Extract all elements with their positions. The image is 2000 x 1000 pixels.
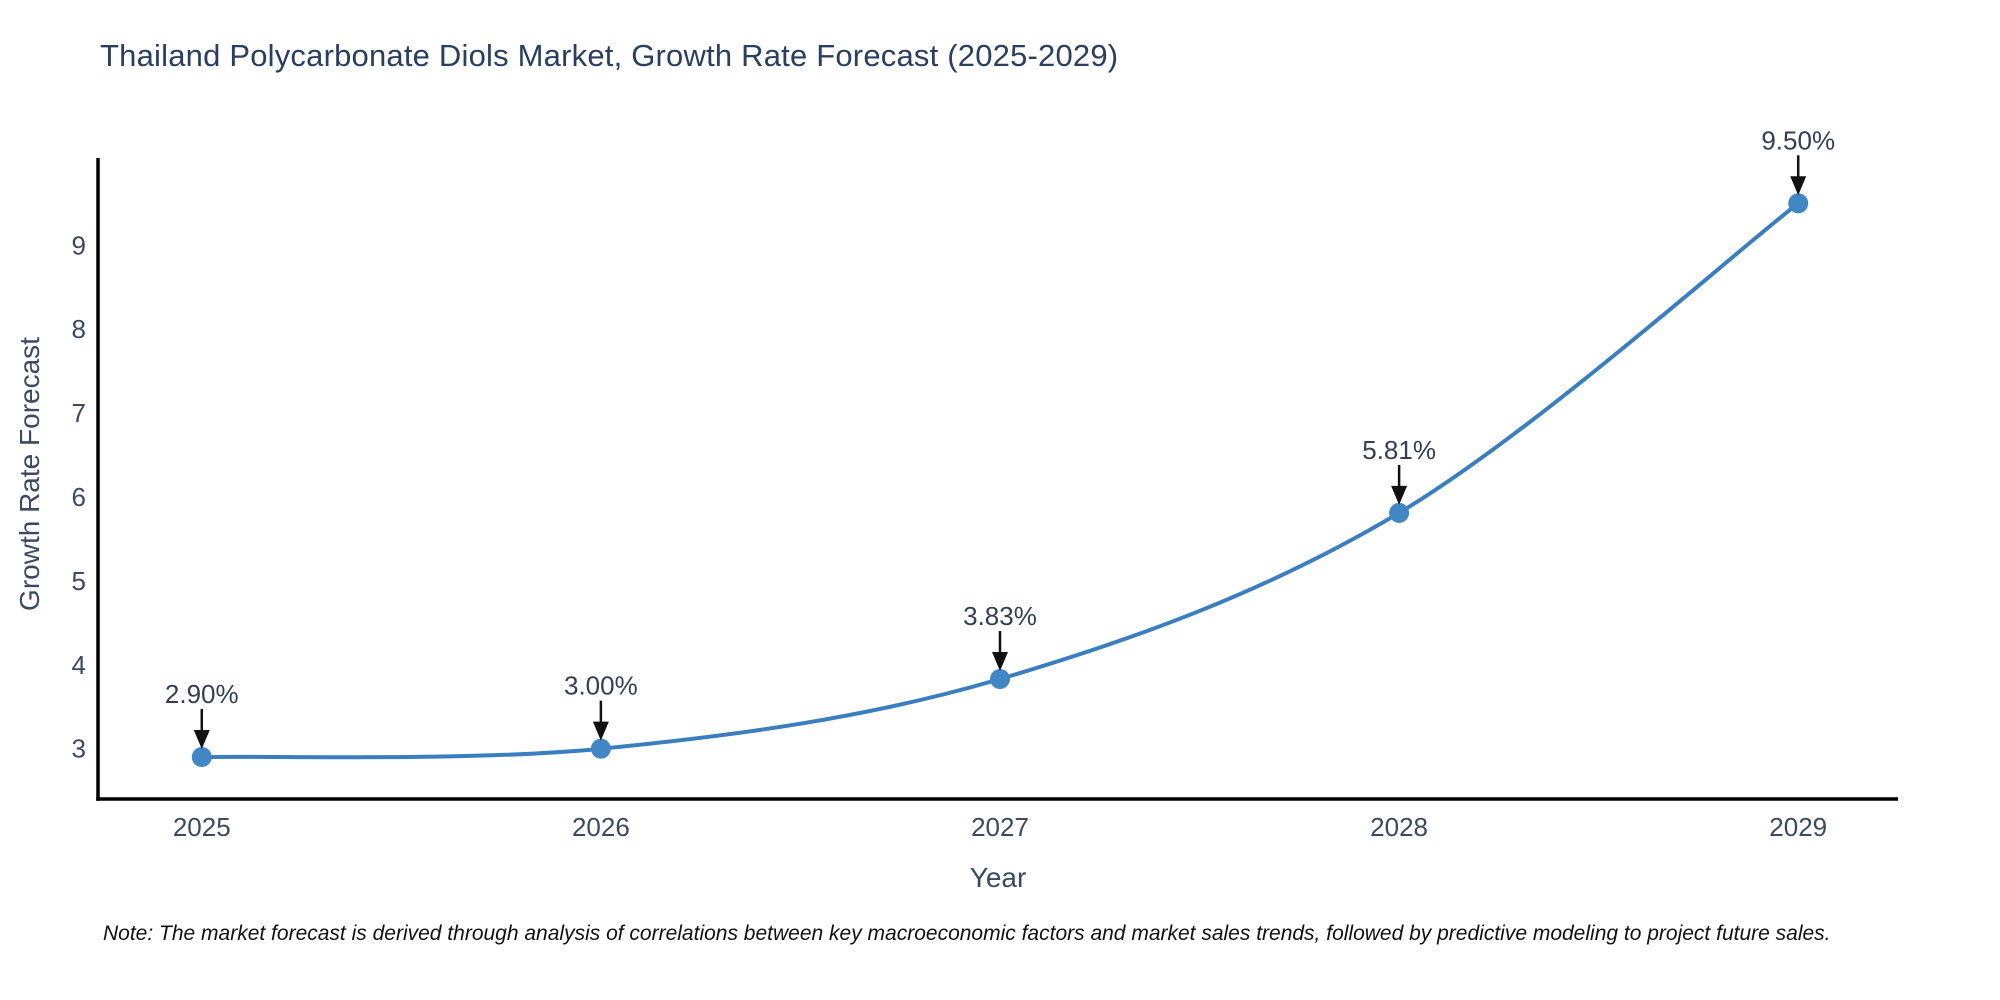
x-axis-title: Year (969, 862, 1027, 893)
annotation-arrowhead-2028 (1391, 485, 1408, 505)
x-tick-label-2029: 2029 (1769, 812, 1827, 842)
data-point-2028 (1389, 502, 1410, 523)
y-tick-label-8: 8 (72, 314, 86, 344)
y-tick-label-6: 6 (72, 482, 86, 512)
annotation-label-2026: 3.00% (564, 671, 638, 701)
annotation-label-2029: 9.50% (1761, 125, 1835, 155)
y-tick-label-4: 4 (72, 650, 86, 680)
y-tick-label-3: 3 (72, 734, 86, 764)
annotation-arrowhead-2026 (592, 721, 609, 741)
annotation-arrowhead-2029 (1790, 176, 1807, 196)
x-tick-label-2027: 2027 (971, 812, 1029, 842)
annotation-label-2027: 3.83% (963, 601, 1037, 631)
x-tick-label-2028: 2028 (1370, 812, 1428, 842)
y-tick-label-5: 5 (72, 566, 86, 596)
annotation-arrowhead-2025 (193, 730, 210, 750)
y-tick-label-7: 7 (72, 398, 86, 428)
annotation-label-2025: 2.90% (165, 679, 239, 709)
data-point-2026 (590, 738, 611, 759)
x-tick-label-2026: 2026 (572, 812, 630, 842)
data-point-2025 (191, 747, 212, 768)
y-axis-title: Growth Rate Forecast (14, 337, 45, 611)
y-tick-label-9: 9 (72, 230, 86, 260)
data-point-2029 (1788, 193, 1809, 214)
chart-title: Thailand Polycarbonate Diols Market, Gro… (100, 38, 1119, 73)
x-tick-label-2025: 2025 (173, 812, 231, 842)
data-point-2027 (989, 669, 1010, 690)
annotation-arrowhead-2027 (991, 652, 1008, 672)
annotation-label-2028: 5.81% (1362, 435, 1436, 465)
forecast-trend-line (199, 201, 1801, 760)
footnote-text: Note: The market forecast is derived thr… (103, 922, 1831, 945)
